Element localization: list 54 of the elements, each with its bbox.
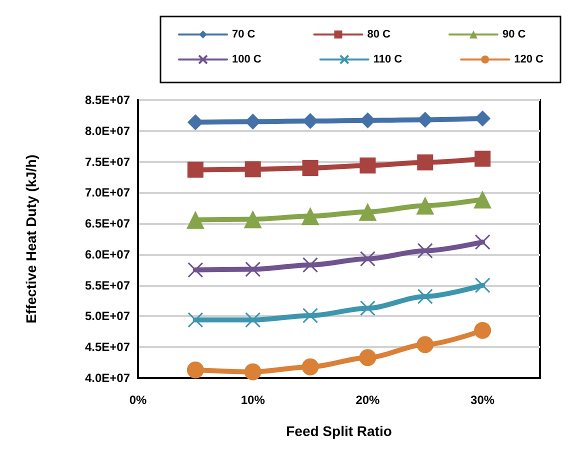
y-tick-label: 5.5E+07 [84,278,130,292]
point [417,288,433,304]
x-tick-label: 30% [470,393,495,407]
y-tick-label: 4.0E+07 [84,371,130,385]
legend-label: 80 C [367,28,391,40]
point [244,161,261,178]
y-tick-label: 8.0E+07 [84,124,130,138]
point [360,300,376,316]
x-axis-title: Feed Split Ratio [286,423,392,439]
legend-label: 110 C [373,54,402,66]
point [301,207,320,226]
point [187,162,204,178]
point [245,261,261,278]
point [188,312,204,328]
point [360,250,376,267]
legend-label: 90 C [502,28,526,40]
y-axis-title: Effective Heat Duty (kJ/h) [23,154,39,324]
point [245,312,261,328]
point [474,150,491,167]
point [474,234,490,250]
point [360,157,376,174]
point [417,242,433,259]
point [302,358,319,376]
y-tick-label: 6.0E+07 [84,247,130,262]
point [244,210,262,228]
point [417,154,434,170]
x-tick-label: 0% [129,393,147,407]
point [186,210,204,229]
point [302,308,318,324]
point [474,322,492,339]
point [474,190,492,208]
y-tick-label: 7.5E+07 [84,154,130,169]
legend-label: 120 C [514,54,544,66]
point [302,160,318,176]
legend-label: 70 C [232,28,256,40]
point [474,278,490,294]
point [187,114,204,130]
point [302,257,318,273]
x-tick-label: 20% [356,393,380,407]
point [186,361,204,378]
point [244,363,262,380]
y-tick-label: 6.5E+07 [84,216,130,231]
point [358,202,377,221]
point [416,196,434,215]
point [359,349,376,366]
point [474,110,491,127]
y-tick-label: 5.0E+07 [84,309,130,324]
y-tick-label: 7.0E+07 [84,186,130,200]
point [416,336,434,354]
x-tick-label: 10% [240,393,266,407]
y-tick-label: 8.5E+07 [84,93,130,107]
y-tick-label: 4.5E+07 [84,340,130,354]
legend-label: 100 C [232,54,262,66]
point [188,262,204,278]
